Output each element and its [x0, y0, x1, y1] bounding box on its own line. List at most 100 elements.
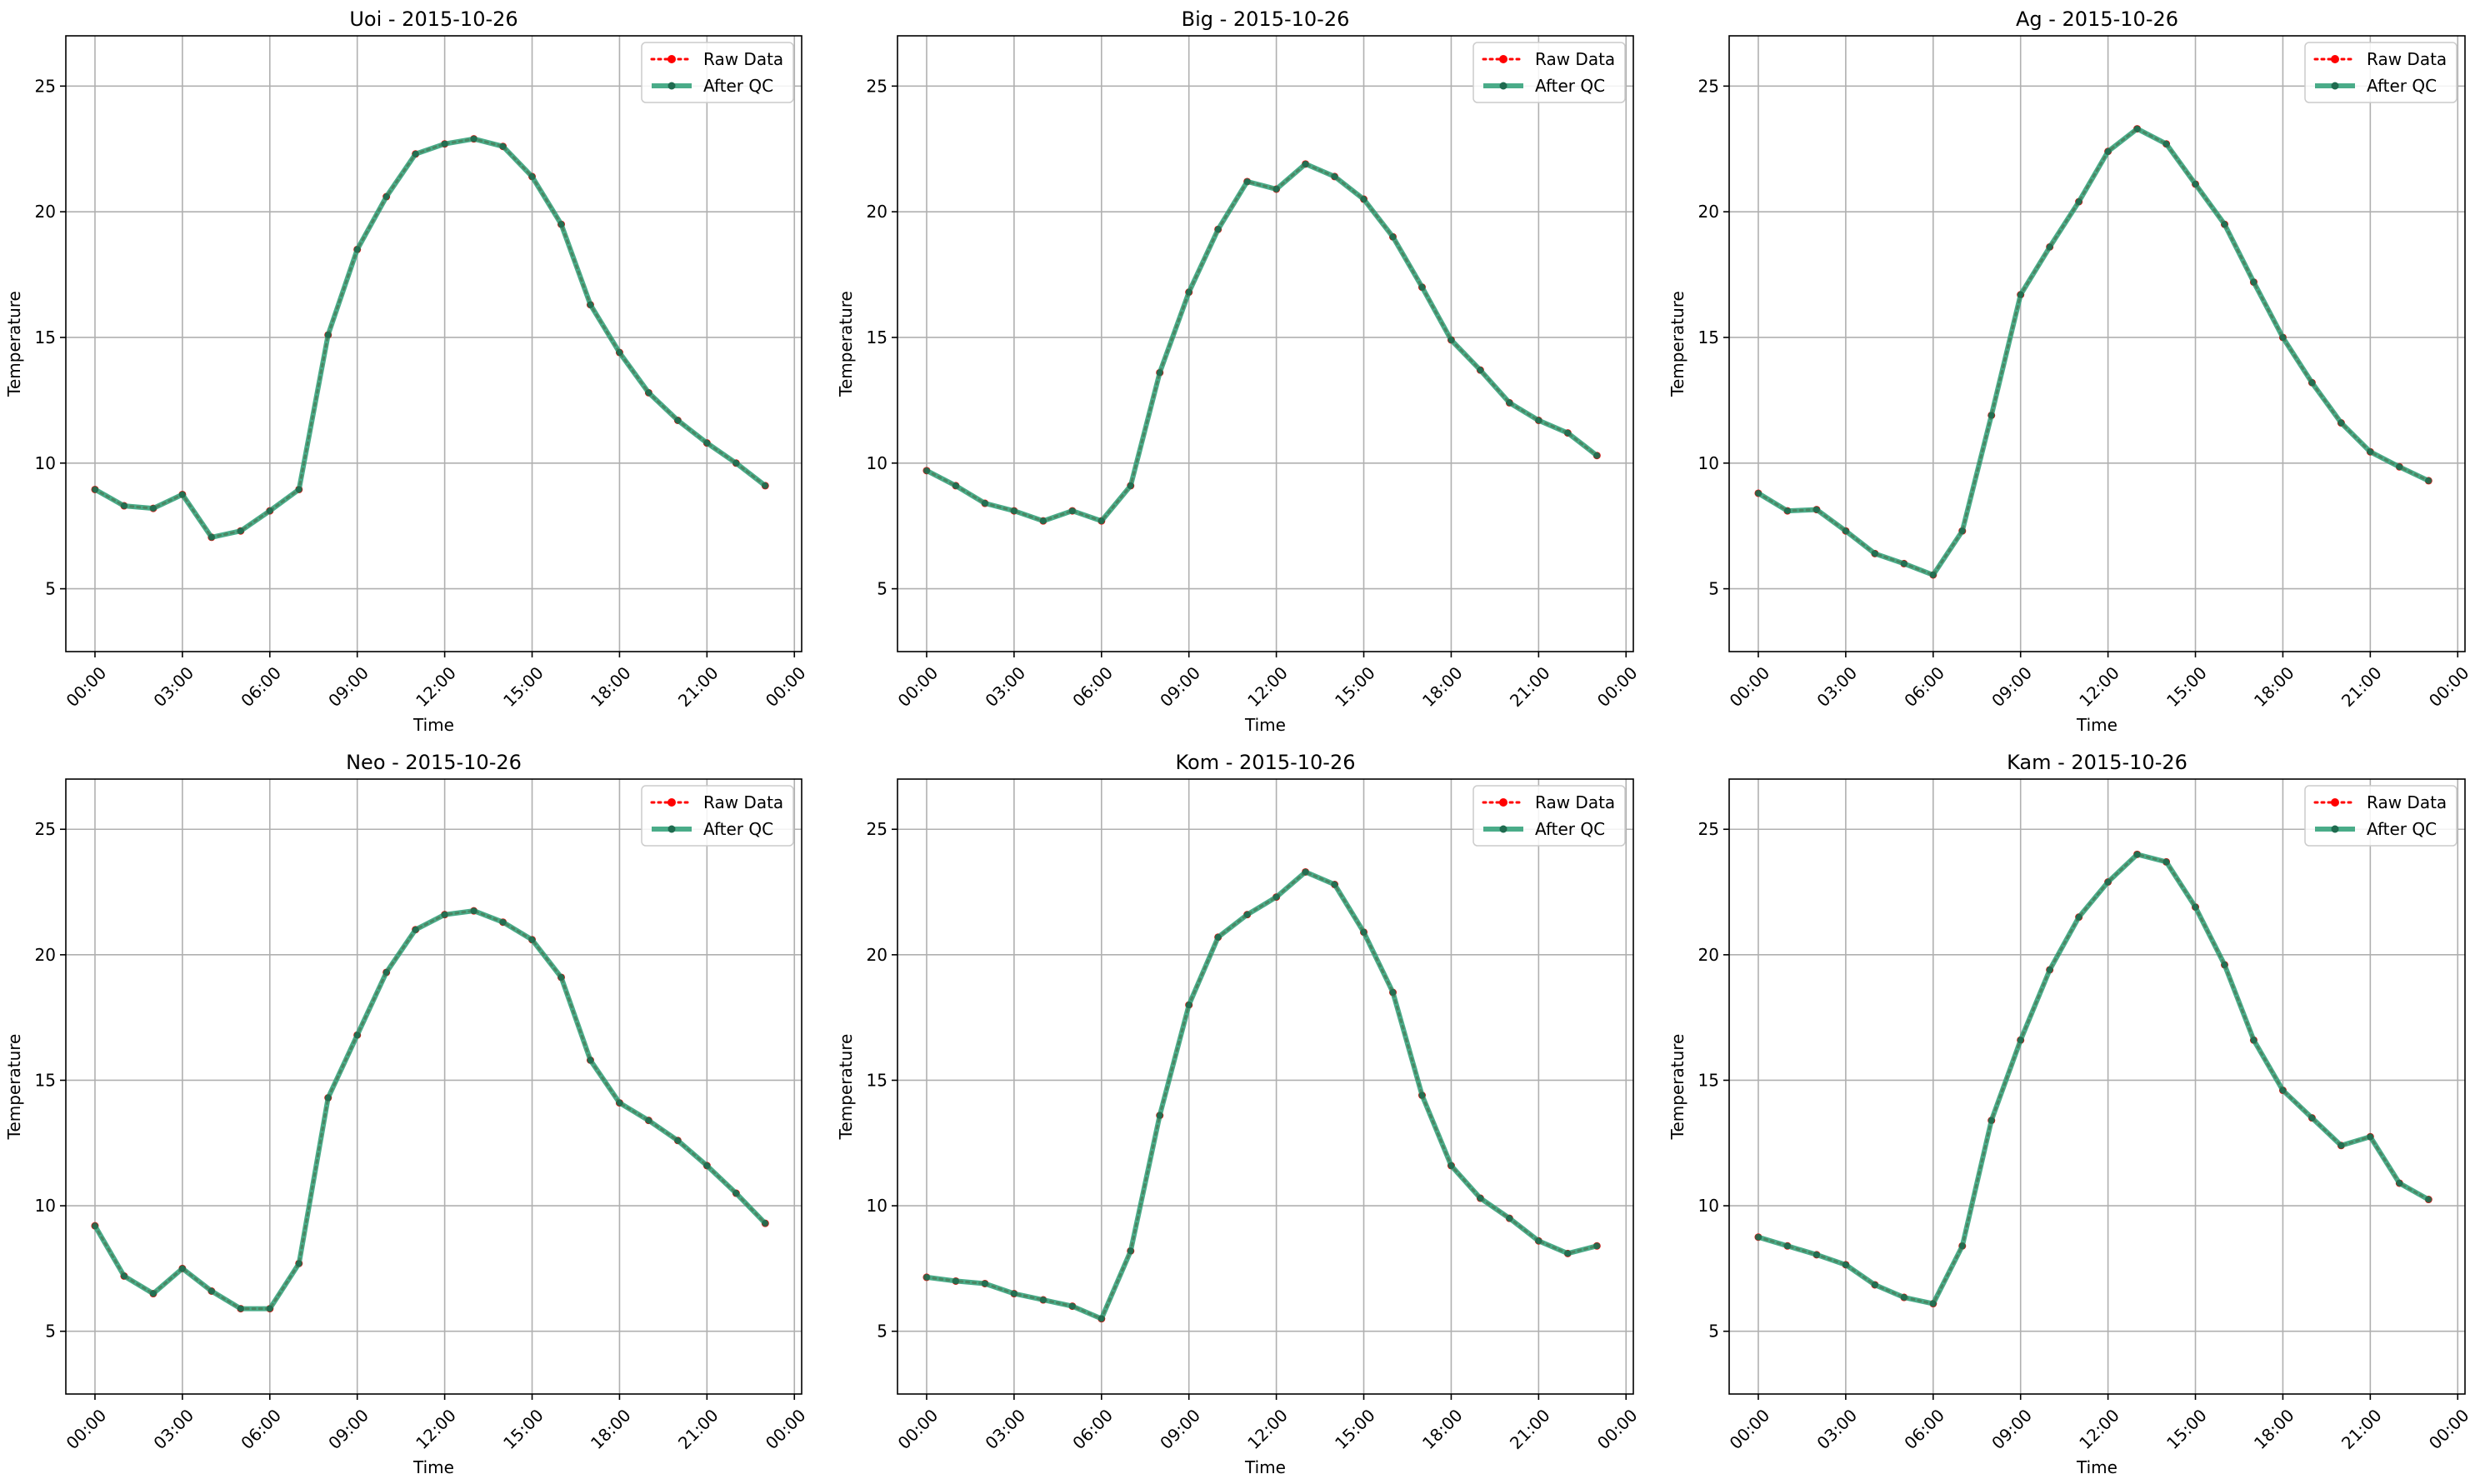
after-qc-point: [295, 486, 302, 493]
x-tick-label: 09:00: [324, 1405, 372, 1453]
legend-qc-label: After QC: [703, 819, 773, 839]
raw-data-line: [925, 870, 1598, 1321]
x-tick-label: 06:00: [237, 662, 285, 711]
after-qc-point: [981, 500, 988, 507]
raw-data-line: [1757, 127, 2430, 577]
after-qc-point: [266, 507, 273, 515]
x-tick-label: 21:00: [674, 1405, 722, 1453]
y-tick-label: 15: [35, 1070, 56, 1090]
legend-raw-marker: [1499, 55, 1508, 63]
after-qc-point: [2367, 448, 2374, 456]
after-qc-point: [762, 482, 769, 489]
after-qc-point: [2308, 379, 2316, 387]
x-tick-label: 21:00: [1506, 662, 1554, 711]
legend-raw-label: Raw Data: [2367, 792, 2447, 812]
after-qc-point: [674, 1137, 682, 1144]
x-axis-label: Time: [412, 715, 454, 735]
x-tick-label: 03:00: [1812, 662, 1861, 711]
y-axis-label: Temperature: [836, 1034, 856, 1141]
x-tick-label: 21:00: [1506, 1405, 1554, 1453]
legend-qc-marker: [668, 82, 676, 90]
y-tick-label: 10: [1698, 453, 1719, 473]
after-qc-point: [2104, 878, 2112, 886]
after-qc-point: [952, 1277, 959, 1285]
after-qc-point: [1929, 572, 1937, 579]
x-tick-label: 00:00: [62, 662, 111, 711]
after-qc-point: [2279, 1087, 2287, 1094]
y-tick-label: 25: [867, 76, 888, 96]
after-qc-point: [1900, 1294, 1908, 1302]
after-qc-point: [2250, 1037, 2258, 1044]
after-qc-point: [441, 911, 448, 918]
subplot-5: 00:00 03:00 06:00 09:00 12:00 15:00 18:00 21:00…: [836, 751, 1642, 1477]
after-qc-point: [2396, 1179, 2403, 1187]
legend-qc-marker: [1499, 82, 1508, 90]
x-tick-label: 03:00: [149, 662, 198, 711]
y-tick-label: 20: [1698, 202, 1719, 222]
after-qc-point: [2396, 463, 2403, 471]
x-tick-label: 12:00: [1243, 1405, 1292, 1453]
after-qc-point: [1593, 1242, 1601, 1250]
x-tick-label: 09:00: [1156, 1405, 1204, 1453]
after-qc-point: [1842, 1261, 1849, 1268]
x-tick-label: 03:00: [1812, 1405, 1861, 1453]
after-qc-point: [1068, 1302, 1076, 1310]
after-qc-point: [470, 135, 478, 142]
after-qc-point: [295, 1260, 302, 1267]
legend-raw-marker: [2331, 55, 2339, 63]
after-qc-point: [412, 926, 419, 933]
after-qc-point: [1039, 1297, 1047, 1304]
x-tick-label: 03:00: [981, 1405, 1029, 1453]
after-qc-point: [1754, 1233, 1762, 1241]
after-qc-point: [91, 1222, 98, 1230]
after-qc-point: [1068, 507, 1076, 515]
axes-frame: [897, 35, 1634, 652]
x-tick-label: 12:00: [1243, 662, 1292, 711]
after-qc-point: [324, 331, 332, 338]
x-tick-label: 03:00: [981, 662, 1029, 711]
x-tick-label: 18:00: [587, 1405, 635, 1453]
legend-qc-label: After QC: [1535, 76, 1605, 96]
after-qc-point: [1214, 933, 1222, 941]
after-qc-point: [922, 467, 930, 474]
x-tick-label: 00:00: [2425, 662, 2473, 711]
after-qc-point: [762, 1220, 769, 1227]
after-qc-point: [2338, 1142, 2345, 1149]
x-tick-label: 15:00: [2162, 662, 2211, 711]
after-qc-point: [922, 1273, 930, 1281]
after-qc-point: [120, 1272, 128, 1280]
after-qc-point: [587, 301, 594, 308]
after-qc-line: [1758, 852, 2430, 1307]
x-tick-label: 00:00: [1726, 662, 1774, 711]
y-tick-label: 5: [877, 1322, 888, 1342]
y-tick-label: 10: [35, 1196, 56, 1216]
after-qc-point: [208, 533, 215, 541]
y-tick-label: 20: [1698, 945, 1719, 965]
subplot-1: 00:00 03:00 06:00 09:00 12:00 15:00 18:00 21:00…: [4, 7, 810, 735]
x-tick-label: 21:00: [674, 662, 722, 711]
after-qc-point: [1988, 412, 1995, 419]
after-qc-point: [616, 1099, 623, 1107]
y-tick-label: 20: [867, 945, 888, 965]
after-qc-point: [1302, 160, 1309, 167]
after-qc-point: [2133, 125, 2141, 132]
raw-data-line: [93, 909, 767, 1311]
after-qc-point: [1783, 507, 1791, 515]
after-qc-point: [1156, 1112, 1163, 1119]
subplot-3: 00:00 03:00 06:00 09:00 12:00 15:00 18:00 21:00…: [1668, 7, 2473, 735]
after-qc-point: [1389, 989, 1397, 997]
x-tick-label: 06:00: [1900, 662, 1948, 711]
x-axis-label: Time: [1244, 1457, 1286, 1477]
after-qc-point: [1564, 429, 1572, 437]
after-qc-point: [1535, 417, 1542, 424]
after-qc-point: [1418, 283, 1426, 291]
after-qc-point: [2104, 147, 2112, 155]
after-qc-point: [732, 1190, 740, 1197]
after-qc-point: [1900, 560, 1908, 567]
after-qc-point: [2279, 333, 2287, 341]
after-qc-point: [178, 491, 186, 498]
x-tick-label: 18:00: [1418, 1405, 1467, 1453]
legend: Raw Data After QC: [2304, 785, 2458, 847]
y-axis-label: Temperature: [1668, 291, 1688, 397]
x-tick-label: 06:00: [1900, 1405, 1948, 1453]
